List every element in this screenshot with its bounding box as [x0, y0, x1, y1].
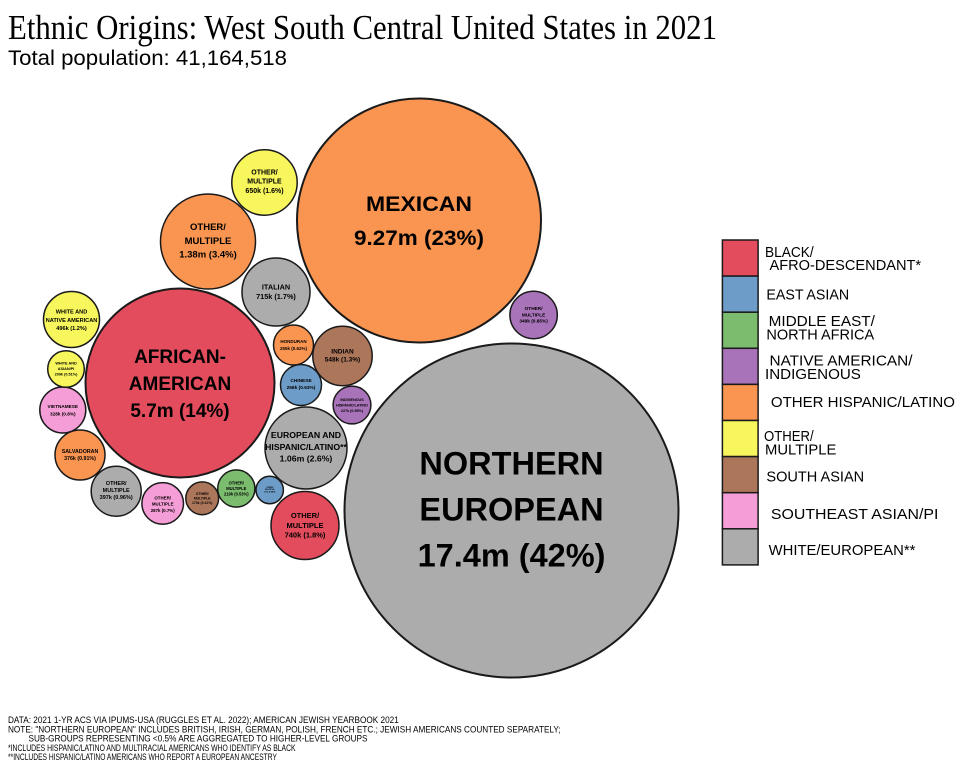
svg-text:MIDDLE EAST/: MIDDLE EAST/	[769, 313, 876, 330]
svg-text:MULTIPLE: MULTIPLE	[185, 236, 232, 247]
svg-text:SUB-GROUPS REPRESENTING <0.5%: SUB-GROUPS REPRESENTING <0.5% ARE AGGREG…	[29, 734, 368, 744]
svg-text:INDIGENOUS: INDIGENOUS	[340, 398, 364, 402]
svg-text:AFRO-DESCENDANT*: AFRO-DESCENDANT*	[770, 257, 922, 274]
svg-text:MULTIPLE: MULTIPLE	[152, 502, 174, 507]
svg-text:**INCLUDES HISPANIC/LATINO AME: **INCLUDES HISPANIC/LATINO AMERICANS WHO…	[8, 752, 277, 762]
svg-text:EUROPEAN: EUROPEAN	[419, 492, 603, 528]
svg-text:OTHER/: OTHER/	[266, 487, 274, 489]
svg-text:328k (0.8%): 328k (0.8%)	[50, 411, 76, 416]
svg-text:255k (0.62%): 255k (0.62%)	[280, 346, 308, 351]
svg-text:OTHER/: OTHER/	[196, 492, 209, 496]
svg-text:AMERICAN: AMERICAN	[129, 374, 231, 395]
svg-text:WHITE AND: WHITE AND	[55, 362, 77, 366]
svg-text:OTHER/: OTHER/	[251, 169, 278, 176]
svg-text:HISPANIC/LATINO**: HISPANIC/LATINO**	[265, 442, 347, 452]
svg-text:170k (0.41%): 170k (0.41%)	[192, 501, 212, 505]
svg-text:287k (0.7%): 287k (0.7%)	[151, 508, 175, 513]
svg-text:CHINESE: CHINESE	[290, 378, 312, 384]
svg-text:MULTIPLE: MULTIPLE	[522, 312, 545, 318]
svg-text:5.7m (14%): 5.7m (14%)	[130, 401, 229, 422]
svg-text:NORTHERN: NORTHERN	[419, 446, 603, 482]
svg-text:376k (0.91%): 376k (0.91%)	[64, 456, 96, 462]
svg-text:650k (1.6%): 650k (1.6%)	[245, 188, 283, 195]
svg-text:EAST ASIAN: EAST ASIAN	[766, 287, 849, 304]
svg-text:BLACK/: BLACK/	[765, 244, 814, 261]
svg-text:ITALIAN: ITALIAN	[262, 283, 290, 292]
svg-text:219k (0.53%): 219k (0.53%)	[224, 492, 249, 497]
svg-text:MULTIPLE: MULTIPLE	[287, 521, 324, 530]
svg-text:ASIAN/PI: ASIAN/PI	[58, 367, 74, 371]
svg-text:Ethnic Origins: West South Cen: Ethnic Origins: West South Central Unite…	[8, 8, 717, 47]
svg-text:INDIAN: INDIAN	[331, 349, 354, 356]
svg-text:496k (1.2%): 496k (1.2%)	[56, 326, 87, 332]
svg-text:258k (0.63%): 258k (0.63%)	[287, 385, 316, 391]
svg-text:OTHER/: OTHER/	[154, 496, 171, 501]
svg-text:INDIGENOUS: INDIGENOUS	[765, 366, 861, 383]
svg-text:MULTIPLE: MULTIPLE	[226, 486, 246, 491]
svg-text:MULTIPLE: MULTIPLE	[765, 442, 836, 459]
svg-text:HISPANIC/LATINO: HISPANIC/LATINO	[336, 404, 368, 408]
svg-text:715k (1.7%): 715k (1.7%)	[256, 292, 296, 301]
svg-text:9.27m (23%): 9.27m (23%)	[354, 226, 484, 250]
svg-text:MULTIPLE: MULTIPLE	[265, 489, 275, 491]
svg-text:209k (0.51%): 209k (0.51%)	[55, 372, 79, 376]
svg-text:SOUTHEAST ASIAN/PI: SOUTHEAST ASIAN/PI	[771, 506, 939, 523]
svg-text:NOTE: "NORTHERN EUROPEAN" INCL: NOTE: "NORTHERN EUROPEAN" INCLUDES BRITI…	[8, 725, 561, 735]
svg-text:MULTIPLE: MULTIPLE	[194, 496, 211, 500]
svg-text:349k (0.85%): 349k (0.85%)	[519, 319, 548, 325]
svg-text:MULTIPLE: MULTIPLE	[103, 488, 130, 494]
svg-text:OTHER/: OTHER/	[229, 481, 245, 486]
svg-text:1.38m (3.4%): 1.38m (3.4%)	[179, 250, 237, 261]
svg-text:SALVADORAN: SALVADORAN	[62, 449, 99, 455]
svg-text:397k (0.96%): 397k (0.96%)	[100, 495, 133, 501]
svg-text:VIETNAMESE: VIETNAMESE	[48, 404, 78, 409]
svg-text:OTHER/: OTHER/	[106, 481, 127, 487]
svg-text:OTHER/: OTHER/	[291, 511, 320, 520]
svg-text:HONDURAN: HONDURAN	[280, 339, 306, 344]
svg-text:OTHER HISPANIC/LATINO: OTHER HISPANIC/LATINO	[771, 394, 955, 411]
svg-text:SOUTH ASIAN: SOUTH ASIAN	[766, 469, 864, 486]
svg-text:MEXICAN: MEXICAN	[366, 192, 472, 216]
svg-text:NORTH AFRICA: NORTH AFRICA	[766, 327, 875, 344]
svg-text:NATIVE AMERICAN: NATIVE AMERICAN	[46, 318, 98, 324]
svg-text:Total population: 41,164,518: Total population: 41,164,518	[8, 47, 287, 70]
svg-text:EUROPEAN AND: EUROPEAN AND	[271, 430, 341, 440]
svg-text:1.06m (2.6%): 1.06m (2.6%)	[280, 454, 333, 464]
svg-text:DATA: 2021 1-YR ACS VIA IPUMS-: DATA: 2021 1-YR ACS VIA IPUMS-USA (RUGGL…	[8, 715, 399, 725]
svg-text:227k (0.55%): 227k (0.55%)	[341, 409, 364, 413]
svg-text:OTHER/: OTHER/	[525, 306, 544, 312]
svg-text:AFRICAN-: AFRICAN-	[134, 347, 226, 368]
svg-text:117k (0.28%): 117k (0.28%)	[264, 491, 276, 493]
svg-text:OTHER/: OTHER/	[764, 428, 814, 445]
svg-text:NATIVE AMERICAN/: NATIVE AMERICAN/	[770, 353, 914, 370]
svg-text:*INCLUDES HISPANIC/LATINO AND: *INCLUDES HISPANIC/LATINO AND MULTIRACIA…	[8, 743, 296, 753]
svg-text:WHITE/EUROPEAN**: WHITE/EUROPEAN**	[769, 542, 916, 559]
svg-text:548k (1.3%): 548k (1.3%)	[325, 357, 360, 364]
svg-text:WHITE AND: WHITE AND	[56, 310, 88, 316]
svg-text:OTHER/: OTHER/	[190, 222, 226, 233]
svg-text:MULTIPLE: MULTIPLE	[247, 179, 282, 186]
svg-text:740k (1.8%): 740k (1.8%)	[285, 531, 326, 540]
svg-text:17.4m (42%): 17.4m (42%)	[418, 538, 606, 574]
